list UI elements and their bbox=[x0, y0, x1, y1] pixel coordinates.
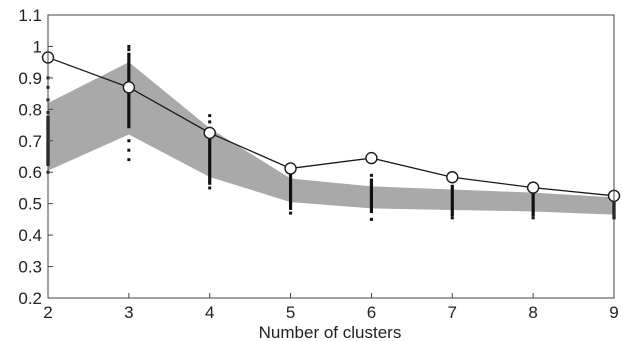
y-tick-label: 1 bbox=[33, 37, 42, 56]
y-tick-label: 0.2 bbox=[18, 289, 42, 308]
y-tick-label: 0.6 bbox=[18, 163, 42, 182]
x-tick-label: 2 bbox=[43, 303, 52, 322]
main-series-point bbox=[526, 181, 540, 194]
point-column-6 bbox=[369, 173, 374, 221]
point-column-dot bbox=[127, 158, 131, 162]
point-column-dot bbox=[127, 44, 131, 48]
x-axis-ticks: 2 3 4 5 6 7 8 9 bbox=[43, 293, 619, 322]
main-series-point bbox=[203, 126, 216, 140]
point-column-8 bbox=[531, 191, 535, 220]
x-axis-label: Number of clusters bbox=[259, 323, 402, 341]
point-column-dot bbox=[127, 148, 131, 152]
main-series-point bbox=[122, 81, 136, 94]
x-tick-label: 7 bbox=[448, 303, 457, 322]
x-tick-label: 5 bbox=[286, 303, 295, 322]
x-tick-label: 6 bbox=[367, 303, 376, 322]
x-tick-label: 3 bbox=[124, 303, 133, 322]
y-tick-label: 0.5 bbox=[18, 195, 42, 214]
x-tick-label: 9 bbox=[609, 303, 618, 322]
spread-band bbox=[48, 62, 614, 215]
y-tick-label: 0.7 bbox=[18, 132, 42, 151]
point-column-7 bbox=[450, 184, 454, 220]
y-tick-label: 0.4 bbox=[18, 226, 42, 245]
point-column-dot bbox=[208, 120, 212, 124]
y-tick-label: 0.9 bbox=[18, 69, 42, 88]
main-series-point bbox=[446, 171, 459, 184]
point-column-dot bbox=[289, 211, 293, 215]
point-column-dot bbox=[127, 139, 131, 143]
y-tick-label: 0.3 bbox=[18, 258, 42, 277]
main-series-line bbox=[47, 56, 615, 197]
point-column-dot bbox=[127, 48, 131, 52]
y-axis-ticks: 0.2 0.3 0.4 0.5 0.6 0.7 0.8 0.9 1 1.1 bbox=[18, 6, 53, 308]
point-column-dot bbox=[208, 186, 212, 190]
x-tick-label: 4 bbox=[205, 303, 214, 322]
plot-frame bbox=[47, 14, 615, 299]
main-series-point bbox=[365, 151, 378, 165]
point-column-dot bbox=[531, 216, 535, 220]
plot-border bbox=[47, 14, 615, 299]
point-column-3 bbox=[127, 44, 131, 162]
point-column-dot bbox=[450, 216, 454, 220]
y-tick-label: 1.1 bbox=[18, 6, 42, 25]
spread-band-layer bbox=[48, 62, 614, 215]
point-column-dot bbox=[369, 173, 373, 177]
main-series-point bbox=[284, 162, 297, 175]
point-column-dot bbox=[369, 217, 373, 221]
x-tick-label: 8 bbox=[528, 303, 537, 322]
point-column-dot bbox=[208, 114, 212, 118]
point-column-4 bbox=[208, 114, 212, 190]
y-tick-label: 0.8 bbox=[18, 100, 42, 119]
